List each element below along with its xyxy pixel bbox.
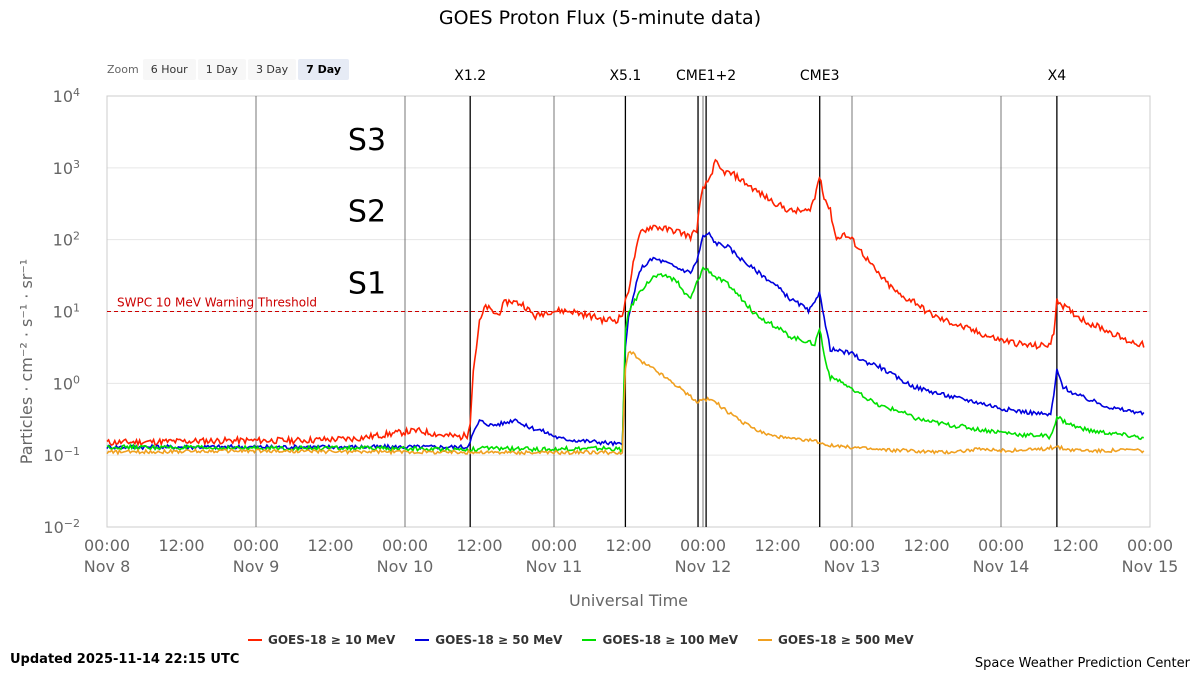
x-tick-time-0: 00:00 — [84, 536, 130, 555]
legend-line-100mev — [582, 639, 597, 641]
scale-label-s2: S2 — [348, 195, 386, 230]
chart-legend: GOES-18 ≥ 10 MeV GOES-18 ≥ 50 MeV GOES-1… — [248, 633, 934, 647]
x-tick-time-14: 00:00 — [1127, 536, 1173, 555]
x-tick-time-9: 12:00 — [754, 536, 800, 555]
x-tick-date-10: Nov 13 — [824, 557, 881, 576]
x-axis-title: Universal Time — [569, 591, 688, 610]
x-tick-date-2: Nov 9 — [233, 557, 280, 576]
credit-text: Space Weather Prediction Center — [974, 656, 1190, 671]
x-tick-time-12: 00:00 — [978, 536, 1024, 555]
event-label-0: X1.2 — [454, 68, 486, 84]
zoom-1day-button[interactable]: 1 Day — [197, 59, 246, 80]
event-label-3: CME1+2 — [676, 68, 736, 84]
legend-line-500mev — [758, 639, 773, 641]
x-tick-time-8: 00:00 — [680, 536, 726, 555]
zoom-controls: Zoom 6 Hour 1 Day 3 Day 7 Day — [107, 59, 351, 80]
y-tick-label-3: 101 — [53, 302, 80, 322]
x-tick-time-13: 12:00 — [1052, 536, 1098, 555]
series-line-3 — [106, 350, 1145, 456]
legend-label-500mev: GOES-18 ≥ 500 MeV — [778, 633, 914, 647]
legend-item-100mev[interactable]: GOES-18 ≥ 100 MeV — [582, 633, 738, 647]
legend-item-500mev[interactable]: GOES-18 ≥ 500 MeV — [758, 633, 914, 647]
chart-title: GOES Proton Flux (5-minute data) — [438, 7, 762, 29]
zoom-6hour-button[interactable]: 6 Hour — [142, 59, 196, 80]
x-tick-time-2: 00:00 — [233, 536, 279, 555]
x-tick-date-0: Nov 8 — [84, 557, 131, 576]
legend-line-50mev — [415, 639, 430, 641]
legend-label-10mev: GOES-18 ≥ 10 MeV — [268, 633, 396, 647]
x-tick-time-7: 12:00 — [605, 536, 651, 555]
y-tick-label-4: 100 — [53, 373, 80, 393]
x-tick-date-6: Nov 11 — [526, 557, 583, 576]
warning-threshold-label: SWPC 10 MeV Warning Threshold — [117, 296, 317, 310]
event-label-4: CME3 — [800, 68, 840, 84]
x-tick-time-10: 00:00 — [829, 536, 875, 555]
event-label-1: X5.1 — [609, 68, 641, 84]
y-axis-title: Particles · cm⁻² · s⁻¹ · sr⁻¹ — [17, 259, 36, 464]
x-tick-time-11: 12:00 — [903, 536, 949, 555]
event-label-5: X4 — [1048, 68, 1067, 84]
y-tick-label-0: 104 — [53, 86, 80, 106]
y-tick-label-2: 102 — [53, 230, 80, 250]
x-tick-time-3: 12:00 — [307, 536, 353, 555]
zoom-3day-button[interactable]: 3 Day — [247, 59, 297, 80]
x-tick-date-14: Nov 15 — [1122, 557, 1179, 576]
x-tick-date-8: Nov 12 — [675, 557, 732, 576]
scale-label-s3: S3 — [348, 123, 386, 158]
x-tick-date-4: Nov 10 — [377, 557, 434, 576]
updated-timestamp: Updated 2025-11-14 22:15 UTC — [10, 652, 240, 667]
y-tick-label-5: 10−1 — [43, 445, 80, 465]
y-tick-label-1: 103 — [53, 158, 80, 178]
x-tick-time-4: 00:00 — [382, 536, 428, 555]
legend-item-10mev[interactable]: GOES-18 ≥ 10 MeV — [248, 633, 395, 647]
legend-label-100mev: GOES-18 ≥ 100 MeV — [602, 633, 739, 647]
x-tick-time-6: 00:00 — [531, 536, 577, 555]
legend-item-50mev[interactable]: GOES-18 ≥ 50 MeV — [415, 633, 562, 647]
y-tick-label-6: 10−2 — [43, 517, 80, 537]
legend-line-10mev — [248, 639, 262, 641]
series-line-2 — [106, 266, 1144, 453]
x-tick-time-5: 12:00 — [456, 536, 502, 555]
series-line-0 — [106, 158, 1145, 447]
scale-label-s1: S1 — [348, 267, 386, 302]
zoom-7day-button[interactable]: 7 Day — [298, 59, 350, 80]
legend-label-50mev: GOES-18 ≥ 50 MeV — [435, 633, 563, 647]
x-tick-time-1: 12:00 — [158, 536, 204, 555]
zoom-label: Zoom — [107, 63, 139, 76]
x-tick-date-12: Nov 14 — [973, 557, 1030, 576]
